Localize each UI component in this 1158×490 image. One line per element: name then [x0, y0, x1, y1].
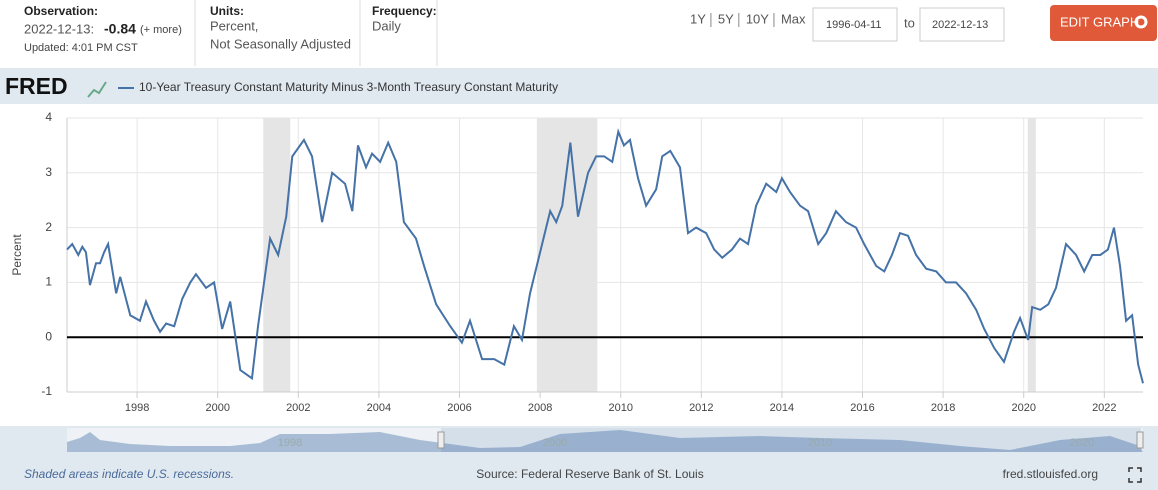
navigator-area — [67, 430, 1143, 452]
navigator-handle[interactable] — [1136, 431, 1144, 449]
fred-logo: FRED — [5, 73, 68, 99]
units: Not Seasonally Adjusted — [210, 36, 351, 51]
recession-band — [1027, 118, 1036, 392]
x-tick-label: 2020 — [1011, 402, 1035, 414]
navigator-label: 2020 — [1070, 437, 1094, 449]
y-tick-label: -1 — [41, 384, 52, 398]
observation-label: Observation: — [24, 4, 98, 18]
plot: -1 0 1 2 3 4 1998 2000 2002 2004 2006 2008 2010 2012 2… — [41, 110, 1144, 414]
legend-label: 10-Year Treasury Constant Maturity Minus… — [139, 80, 558, 94]
start-date: 1996-04-11 — [826, 19, 881, 31]
observation-value: -0.84 — [104, 21, 136, 37]
updated: Updated: 4:01 PM CST — [24, 42, 138, 54]
series-line — [66, 128, 1144, 384]
y-tick-label: 2 — [45, 220, 52, 234]
range-links: 1Y 5Y 10Y Max — [690, 11, 806, 27]
x-tick-label: 2022 — [1092, 402, 1116, 414]
edit-graph-button[interactable] — [1050, 5, 1157, 41]
start-date-input[interactable] — [812, 7, 898, 42]
range-link[interactable]: Max — [781, 11, 806, 26]
x-tick-label: 2006 — [447, 402, 471, 414]
to: to — [904, 15, 915, 30]
navigator-label: 2000 — [543, 437, 567, 449]
recession-band — [536, 118, 598, 392]
recession-note: Shaded areas indicate U.S. recessions. — [24, 467, 234, 481]
navigator-labels: 1998 2000 2010 2020 — [278, 437, 1094, 449]
units: Percent, — [210, 18, 258, 33]
end-date: 2022-12-13 — [932, 19, 988, 31]
fullscreen-icon[interactable] — [1128, 467, 1142, 483]
y-tick-label: 4 — [45, 110, 52, 124]
site: fred.stlouisfed.org — [1003, 467, 1098, 481]
y-axis-label: Percent — [10, 234, 24, 276]
range-link[interactable]: 5Y — [718, 11, 734, 26]
y-tick-label: 3 — [45, 165, 52, 179]
frequency-label: Frequency: — [372, 4, 437, 18]
navigator-selection[interactable] — [441, 428, 1141, 452]
end-date-input[interactable] — [919, 7, 1005, 42]
range-link[interactable]: 1Y — [690, 11, 706, 26]
y-tick-label: 1 — [45, 275, 52, 289]
x-tick-label: 2014 — [770, 402, 794, 414]
y-tick-label: 0 — [45, 329, 52, 343]
frequency: Daily — [372, 18, 401, 33]
navigator-handle[interactable] — [437, 431, 445, 449]
units-label: Units: — [210, 4, 244, 18]
x-tick-label: 2000 — [205, 402, 229, 414]
x-tick-label: 2004 — [367, 402, 391, 414]
x-tick-label: 2010 — [608, 402, 632, 414]
x-tick-label: 1998 — [125, 402, 149, 414]
source: Source: Federal Reserve Bank of St. Loui… — [476, 467, 703, 481]
range-link[interactable]: 10Y — [746, 11, 769, 26]
navigator-label: 1998 — [278, 437, 302, 449]
more-link[interactable]: (+ more) — [140, 24, 182, 36]
observation-date: 2022-12-13: — [24, 21, 94, 36]
navigator-label: 2010 — [808, 437, 832, 449]
x-tick-label: 2012 — [689, 402, 713, 414]
logo-icon — [87, 81, 107, 98]
edit-graph-label: EDIT GRAPH — [1060, 14, 1139, 29]
x-tick-label: 2002 — [286, 402, 310, 414]
gear-icon — [1134, 15, 1148, 29]
x-tick-label: 2018 — [931, 402, 955, 414]
x-tick-label: 2008 — [528, 402, 552, 414]
x-tick-label: 2016 — [850, 402, 874, 414]
